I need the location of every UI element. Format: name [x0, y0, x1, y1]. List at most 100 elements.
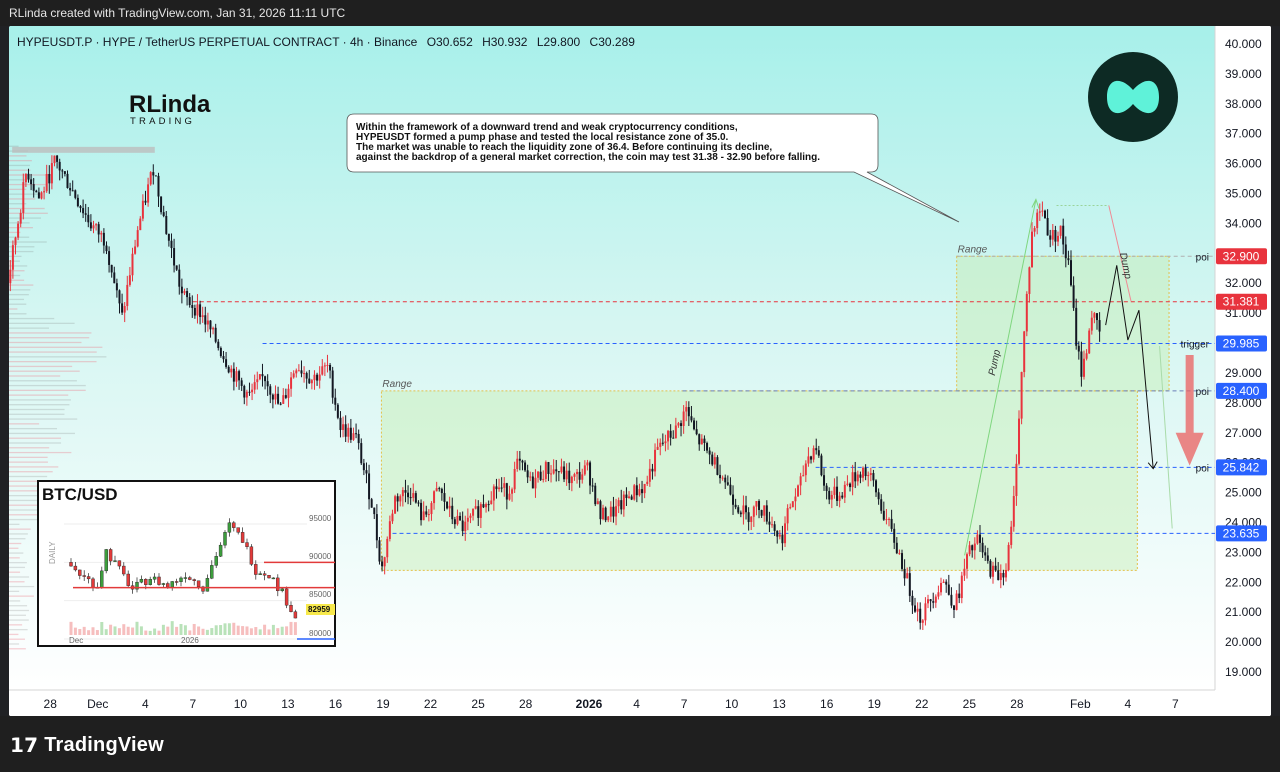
candle [1020, 372, 1023, 419]
candle [596, 501, 599, 505]
candle [492, 486, 495, 501]
candle [48, 173, 51, 184]
candle [570, 476, 573, 484]
candle [648, 468, 651, 482]
candle [1049, 235, 1052, 240]
credit-text: RLinda created with TradingView.com, Jan… [9, 6, 346, 20]
candle [784, 523, 787, 544]
candle [812, 448, 815, 460]
candle [625, 494, 628, 499]
candle [1028, 267, 1031, 294]
candle [261, 374, 264, 377]
range-box-0 [380, 390, 1138, 571]
candle [604, 507, 607, 521]
tradingview-wordmark: TradingView [44, 734, 164, 756]
candle [555, 469, 558, 472]
candle [628, 496, 631, 499]
level-tag-text-5: 23.635 [1223, 526, 1260, 540]
candle [794, 496, 797, 502]
candle [136, 230, 139, 247]
price-axis-background [1215, 26, 1271, 690]
candle [334, 397, 337, 405]
brand-sub: TRADING [130, 116, 195, 127]
candle [235, 371, 238, 382]
candle [316, 374, 319, 381]
candle [765, 505, 768, 522]
candle [69, 188, 72, 191]
candle [209, 320, 212, 330]
candle [500, 487, 503, 489]
candle [685, 407, 688, 412]
candle [563, 466, 566, 480]
candle [40, 192, 43, 199]
inset-xtick-1: 2026 [181, 636, 199, 645]
candle [409, 497, 412, 499]
candle [383, 557, 386, 567]
candle [737, 507, 740, 513]
candle [313, 374, 316, 381]
candle [427, 514, 430, 516]
candle [446, 501, 449, 509]
candle [131, 253, 134, 276]
candle [732, 494, 735, 505]
price-tick-1: 39.000 [1225, 67, 1262, 81]
candle [719, 474, 722, 479]
candle [674, 425, 677, 439]
candle [438, 488, 441, 490]
time-tick-9: 25 [471, 697, 485, 711]
candle [440, 488, 443, 494]
top-liquidity-bar [12, 146, 155, 153]
pump-label: Pump [987, 348, 1003, 376]
candle [1046, 217, 1049, 236]
price-tick-13: 27.000 [1225, 426, 1262, 440]
candle [846, 483, 849, 485]
candle [336, 404, 339, 418]
candle [880, 499, 883, 511]
candle [760, 510, 763, 516]
candle [656, 446, 659, 450]
candle [1033, 228, 1036, 232]
candle [929, 599, 932, 602]
candle [898, 553, 901, 555]
candle [802, 475, 805, 477]
candle [635, 485, 638, 496]
candle [256, 379, 259, 383]
candle [643, 483, 646, 494]
candle [552, 469, 555, 474]
candle [308, 378, 311, 384]
candle [763, 505, 766, 516]
candle [396, 496, 399, 502]
candle [219, 347, 222, 357]
candle [700, 438, 703, 445]
candle [134, 246, 137, 254]
projection-path [1105, 265, 1154, 469]
candle [19, 212, 22, 224]
candle [115, 283, 118, 291]
candle [932, 601, 935, 603]
inset-title: BTC/USD [42, 485, 118, 504]
candle [89, 222, 92, 229]
candle [170, 240, 173, 249]
chart-area[interactable]: Range Range Pump Dump 40.000 39.000 38.000 37… [9, 26, 1271, 716]
brand-name: RLinda [129, 91, 211, 118]
tradingview-logo[interactable]: 𝟭𝟳 TradingView [10, 733, 164, 758]
candle [1051, 230, 1054, 240]
candle [573, 474, 576, 477]
candle [583, 465, 586, 475]
candle [971, 545, 974, 551]
candle [303, 373, 306, 375]
price-tick-2: 38.000 [1225, 97, 1262, 111]
time-tick-7: 19 [376, 697, 390, 711]
time-axis-background [9, 690, 1271, 716]
candle [11, 245, 14, 270]
candle [310, 380, 313, 384]
candle [1005, 570, 1008, 578]
candle [232, 368, 235, 382]
candle [43, 191, 46, 193]
candle [843, 484, 846, 498]
candle [391, 513, 394, 522]
volume-profile [9, 145, 155, 650]
candle [370, 499, 373, 508]
candle [295, 370, 298, 374]
